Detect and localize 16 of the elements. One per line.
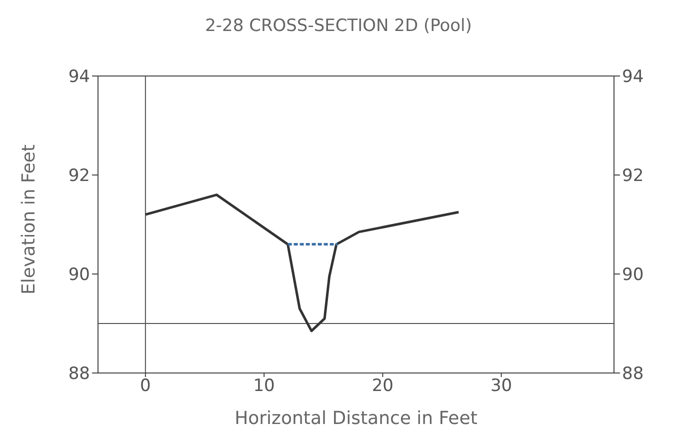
x-tick-label: 30 <box>490 376 512 396</box>
y2-tick-label: 92 <box>622 166 644 186</box>
y2-tick-label: 90 <box>622 265 644 286</box>
x-axis-title: Horizontal Distance in Feet <box>234 408 478 429</box>
y-tick-label: 92 <box>68 166 90 186</box>
y-tick-label: 90 <box>68 265 90 286</box>
y-axis-title: Elevation in Feet <box>18 144 40 294</box>
x-tick-label: 0 <box>140 376 151 396</box>
y-tick-label: 94 <box>68 67 90 88</box>
x-tick-label: 10 <box>253 376 275 396</box>
x-tick-label: 20 <box>372 376 394 396</box>
y-tick-label: 88 <box>68 364 90 384</box>
y2-tick-label: 88 <box>622 364 644 384</box>
chart-title: 2-28 CROSS-SECTION 2D (Pool) <box>204 15 473 38</box>
line-series <box>144 194 460 332</box>
y2-tick-label: 94 <box>622 67 644 88</box>
